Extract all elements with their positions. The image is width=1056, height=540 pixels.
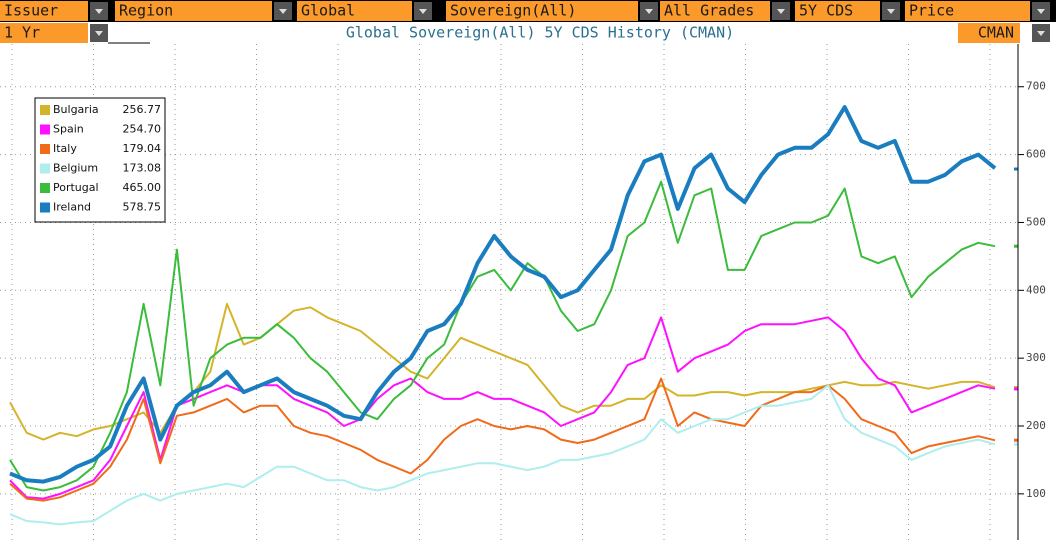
legend-value: 173.08 — [123, 162, 162, 175]
last-value-marker — [1014, 387, 1018, 391]
field-label[interactable]: Region — [119, 2, 173, 20]
field-box[interactable] — [905, 1, 1030, 21]
field-box[interactable] — [297, 1, 412, 21]
series-line — [9, 105, 997, 484]
series-line — [9, 384, 996, 526]
field-box[interactable] — [795, 1, 880, 21]
y-tick-label: 200 — [1026, 419, 1046, 432]
y-tick-label: 100 — [1026, 487, 1046, 500]
legend-name: Portugal — [53, 181, 99, 194]
field-box[interactable] — [115, 1, 272, 21]
field-label[interactable]: 5Y CDS — [799, 2, 853, 20]
legend-swatch — [40, 202, 50, 213]
arrow-icon — [777, 9, 785, 14]
legend-name: Bulgaria — [53, 103, 99, 116]
legend-name: Spain — [53, 123, 84, 136]
header-row — [0, 22, 1056, 44]
field-box[interactable] — [660, 1, 770, 21]
legend-swatch — [40, 163, 50, 174]
legend-value: 256.77 — [123, 103, 162, 116]
period-box[interactable] — [0, 23, 88, 43]
legend-name: Ireland — [53, 201, 91, 214]
field-label[interactable]: Sovereign(All) — [450, 2, 576, 20]
legend-swatch — [40, 105, 50, 115]
last-value-marker — [1014, 167, 1018, 171]
field-label[interactable]: Issuer — [4, 2, 58, 20]
last-value-marker — [1014, 244, 1018, 248]
y-tick-label: 700 — [1026, 80, 1046, 93]
chart-title: Global Sovereign(All) 5Y CDS History (CM… — [346, 24, 734, 42]
field-label[interactable]: Price — [909, 2, 954, 20]
y-tick-label: 300 — [1026, 351, 1046, 364]
arrow-icon — [1037, 31, 1045, 36]
legend-value: 578.75 — [123, 201, 162, 214]
arrow-icon — [95, 9, 103, 14]
field-label[interactable]: All Grades — [664, 2, 754, 20]
legend-value: 179.04 — [123, 142, 162, 155]
y-tick-label: 600 — [1026, 148, 1046, 161]
arrow-icon — [1037, 9, 1045, 14]
series-line — [9, 377, 996, 502]
last-value-marker — [1014, 442, 1018, 446]
arrow-icon — [887, 9, 895, 14]
arrow-icon — [279, 9, 287, 14]
legend-swatch — [40, 183, 50, 193]
legend-swatch — [40, 124, 50, 135]
source[interactable]: CMAN — [978, 24, 1014, 42]
legend-name: Belgium — [53, 162, 98, 175]
legend-value: 254.70 — [123, 123, 162, 136]
legend-name: Italy — [53, 142, 77, 155]
arrow-icon — [645, 9, 653, 14]
toolbar-fields: Issuer Region Global Sovereign(All) All Grad… — [0, 1, 1050, 21]
field-label[interactable]: Global — [301, 2, 355, 20]
period[interactable]: 1 Yr — [4, 24, 40, 42]
arrow-icon — [95, 31, 103, 36]
y-tick-label: 500 — [1026, 215, 1046, 228]
y-tick-label: 400 — [1026, 283, 1046, 296]
legend-entries: Bulgaria 256.77 Spain 254.70 Italy 179.04 Belg… — [40, 103, 161, 214]
field-box[interactable] — [0, 1, 88, 21]
source-box[interactable] — [958, 23, 1020, 43]
arrow-icon — [419, 9, 427, 14]
legend — [34, 97, 166, 223]
plot: 100 200 300 400 500 600 700 — [0, 44, 1046, 540]
legend-swatch — [40, 144, 50, 154]
series-line — [9, 180, 996, 492]
field-box[interactable] — [446, 1, 638, 21]
last-value-marker — [1014, 438, 1018, 442]
legend-value: 465.00 — [123, 181, 162, 194]
